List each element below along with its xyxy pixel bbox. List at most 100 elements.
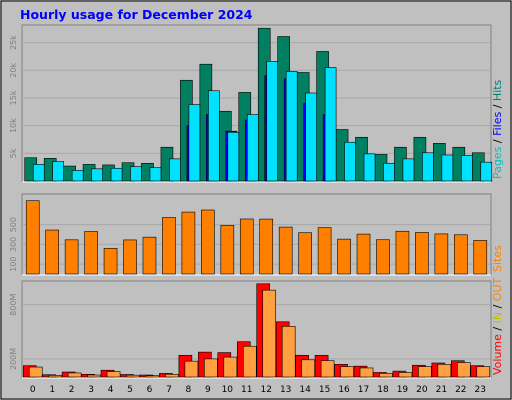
ylabel-part: / [491,101,504,112]
bar-out-13 [281,326,296,378]
panel-ylabel: Pages / Files / Hits [491,79,504,179]
x-tick-label: 7 [166,385,172,395]
x-tick-label: 16 [338,385,350,395]
bar-sites-12 [259,218,274,275]
bar-pages-14 [305,92,317,182]
bar-sites-5 [123,239,137,275]
bar-sites-0 [25,200,40,275]
bar-out-16 [340,366,354,378]
panel-ylabel: Volume / IN / OUT [491,277,504,375]
bar-pages-6 [149,167,162,182]
bar-pages-16 [344,141,356,182]
bar-sites-11 [239,218,254,275]
bar-sites-1 [45,229,59,275]
x-tick-label: 19 [397,385,409,395]
bar-out-0 [28,366,43,378]
bar-out-5 [126,374,140,378]
bar-pages-10 [227,131,240,182]
ylabel-part: / [491,323,504,334]
x-tick-label: 18 [377,385,389,395]
bar-pages-5 [130,166,142,182]
bar-sites-13 [278,226,293,275]
bar-pages-2 [71,170,84,182]
bar-out-22 [457,362,471,378]
panel-ylabel: Sites [491,245,504,272]
bar-out-1 [48,375,62,378]
bar-out-2 [67,372,82,378]
panel-sites: 100 300 500 Sites [9,193,504,276]
bar-pages-11 [246,114,259,182]
x-tick-label: 15 [319,385,330,395]
bar-sites-21 [434,233,449,275]
bar-out-23 [476,366,491,378]
bar-out-8 [184,360,199,378]
bar-sites-3 [84,231,98,275]
bar-pages-21 [441,154,454,182]
bar-sites-6 [142,236,157,275]
bar-pages-20 [422,152,434,182]
panel-pages: 5k 10k 15k 20k 25k Pages / Files / Hits [9,24,504,183]
x-tick-label: 17 [358,385,369,395]
x-tick-label: 4 [108,385,114,395]
y-tick-label: 15k [9,90,18,105]
bar-pages-17 [363,153,376,182]
x-tick-label: 8 [186,385,192,395]
bar-pages-8 [188,104,201,182]
bar-pages-3 [91,168,103,182]
x-tick-label: 14 [299,385,311,395]
x-tick-label: 21 [436,385,447,395]
bar-sites-22 [454,234,468,275]
x-tick-label: 2 [69,385,75,395]
x-tick-label: 10 [222,385,234,395]
x-tick-label: 3 [88,385,94,395]
bar-out-6 [145,375,160,378]
x-tick-label: 22 [455,385,466,395]
x-tick-label: 6 [147,385,153,395]
bar-pages-15 [324,67,337,182]
x-tick-label: 13 [280,385,291,395]
bar-sites-19 [395,230,410,275]
bar-out-9 [204,358,218,378]
bar-out-20 [418,366,432,378]
bar-out-18 [379,373,393,378]
bar-sites-2 [64,239,79,275]
chart-title: Hourly usage for December 2024 [20,7,253,22]
ylabel-part: IN [491,312,504,323]
y-tick-label: 10k [9,118,18,133]
bar-pages-1 [52,161,64,182]
bar-sites-15 [317,227,332,275]
bar-pages-19 [402,158,415,182]
bar-pages-4 [110,167,123,182]
y-tick-label: 25k [9,35,18,50]
x-tick-label: 11 [241,385,252,395]
bar-sites-17 [356,233,371,275]
bar-pages-7 [169,158,181,182]
ylabel-part: OUT [491,277,504,301]
bar-sites-18 [376,239,390,275]
bar-sites-14 [298,232,312,275]
bar-sites-8 [181,211,196,275]
x-tick-label: 23 [475,385,486,395]
ylabel-part: Hits [491,79,504,101]
y-tick-label: 200M [9,348,18,370]
bar-out-14 [301,359,315,378]
y-tick-label: 800M [9,293,18,315]
bar-pages-13 [285,71,298,182]
bar-sites-4 [103,248,118,275]
y-tick-label: 300 [9,237,18,252]
bar-sites-16 [337,238,351,275]
bar-out-7 [165,373,179,378]
y-tick-label: 20k [9,63,18,78]
bar-pages-22 [461,155,473,182]
y-tick-label: 5k [9,148,18,158]
ylabel-part: Files [491,112,504,136]
bar-out-4 [106,371,121,378]
x-tick-label: 12 [261,385,272,395]
ylabel-part: Sites [491,245,504,272]
x-tick-label: 20 [416,385,428,395]
bar-out-12 [262,289,277,378]
x-tick-label: 9 [205,385,211,395]
